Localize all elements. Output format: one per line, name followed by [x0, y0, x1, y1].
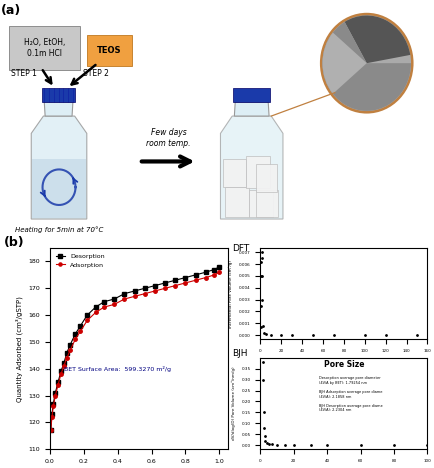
FancyBboxPatch shape: [9, 26, 80, 70]
Text: Desorption average pore diameter
(4V/A by BET): 1.79254 nm

BJH Adsorption avera: Desorption average pore diameter (4V/A b…: [319, 376, 382, 412]
Desorption: [163, 280, 168, 286]
Desorption: [102, 299, 107, 305]
Desorption: [73, 331, 78, 336]
Desorption: [132, 288, 137, 294]
Adsorption: [112, 301, 117, 307]
FancyBboxPatch shape: [233, 88, 270, 102]
Y-axis label: Quantity Adsorbed (cm³/gSTP): Quantity Adsorbed (cm³/gSTP): [15, 296, 23, 402]
Adsorption: [173, 283, 178, 288]
Line: Adsorption: Adsorption: [49, 271, 221, 432]
Adsorption: [163, 285, 168, 291]
Text: DFT: DFT: [232, 244, 250, 253]
Text: Heating for 5min at 70°C: Heating for 5min at 70°C: [15, 227, 103, 233]
Desorption: [78, 323, 83, 329]
Polygon shape: [31, 116, 87, 219]
Circle shape: [321, 14, 412, 112]
Desorption: [48, 428, 53, 433]
Desorption: [112, 296, 117, 302]
Text: STEP 1: STEP 1: [11, 69, 37, 79]
Desorption: [217, 264, 222, 270]
Text: BJH: BJH: [232, 349, 248, 358]
FancyBboxPatch shape: [246, 156, 270, 188]
Desorption: [183, 275, 188, 280]
Adsorption: [73, 336, 78, 342]
Adsorption: [102, 304, 107, 310]
Adsorption: [183, 280, 188, 286]
Y-axis label: dV/dlog(D) Pore Volume (cm³/nm/g): dV/dlog(D) Pore Volume (cm³/nm/g): [231, 367, 236, 440]
Desorption: [142, 285, 148, 291]
Adsorption: [93, 310, 98, 315]
Text: (a): (a): [1, 4, 22, 17]
Desorption: [68, 342, 73, 347]
Line: Desorption: Desorption: [49, 265, 221, 432]
Adsorption: [48, 428, 53, 433]
Polygon shape: [32, 159, 86, 218]
Adsorption: [64, 355, 69, 361]
Desorption: [193, 272, 198, 278]
Adsorption: [212, 272, 217, 278]
Desorption: [212, 267, 217, 272]
Text: TEOS: TEOS: [97, 46, 122, 55]
Legend: Desorption, Adsorption: Desorption, Adsorption: [53, 251, 107, 270]
Polygon shape: [234, 102, 269, 116]
FancyBboxPatch shape: [249, 190, 273, 217]
Wedge shape: [322, 22, 411, 111]
Adsorption: [152, 288, 158, 294]
Desorption: [49, 411, 55, 417]
Text: BET Surface Area:  599.3270 m²/g: BET Surface Area: 599.3270 m²/g: [64, 366, 171, 372]
Desorption: [53, 390, 58, 396]
Adsorption: [217, 270, 222, 275]
Desorption: [61, 361, 66, 366]
FancyBboxPatch shape: [87, 35, 132, 66]
FancyBboxPatch shape: [42, 88, 75, 102]
Adsorption: [132, 293, 137, 299]
Text: H₂O, EtOH,
0.1m HCl: H₂O, EtOH, 0.1m HCl: [23, 38, 65, 58]
Adsorption: [85, 318, 90, 323]
Desorption: [64, 350, 69, 356]
Text: (b): (b): [4, 236, 25, 249]
FancyBboxPatch shape: [225, 187, 249, 217]
Desorption: [203, 270, 208, 275]
Wedge shape: [345, 15, 410, 63]
Wedge shape: [322, 33, 367, 94]
Adsorption: [203, 275, 208, 280]
Adsorption: [122, 296, 127, 302]
X-axis label: Pore Width (nm): Pore Width (nm): [324, 358, 364, 364]
Text: Few days
room temp.: Few days room temp.: [146, 128, 191, 148]
Adsorption: [61, 363, 66, 369]
Text: Pore Size: Pore Size: [324, 360, 364, 369]
Desorption: [93, 304, 98, 310]
Text: STEP 2: STEP 2: [82, 69, 108, 79]
Adsorption: [53, 393, 58, 398]
Adsorption: [142, 291, 148, 296]
FancyBboxPatch shape: [223, 159, 246, 187]
FancyBboxPatch shape: [256, 164, 277, 192]
Desorption: [173, 278, 178, 283]
Adsorption: [68, 347, 73, 353]
Adsorption: [56, 382, 61, 388]
Desorption: [122, 291, 127, 296]
Adsorption: [49, 414, 55, 420]
Polygon shape: [44, 102, 73, 116]
Desorption: [85, 312, 90, 318]
Adsorption: [193, 278, 198, 283]
Polygon shape: [220, 116, 283, 219]
Adsorption: [51, 403, 56, 409]
Adsorption: [78, 329, 83, 334]
Desorption: [51, 401, 56, 407]
Desorption: [58, 369, 63, 374]
Desorption: [152, 283, 158, 288]
FancyBboxPatch shape: [256, 190, 278, 217]
Adsorption: [58, 371, 63, 377]
Y-axis label: Incremental Pore Volume (cm³/g): Incremental Pore Volume (cm³/g): [229, 260, 233, 328]
Desorption: [56, 380, 61, 385]
